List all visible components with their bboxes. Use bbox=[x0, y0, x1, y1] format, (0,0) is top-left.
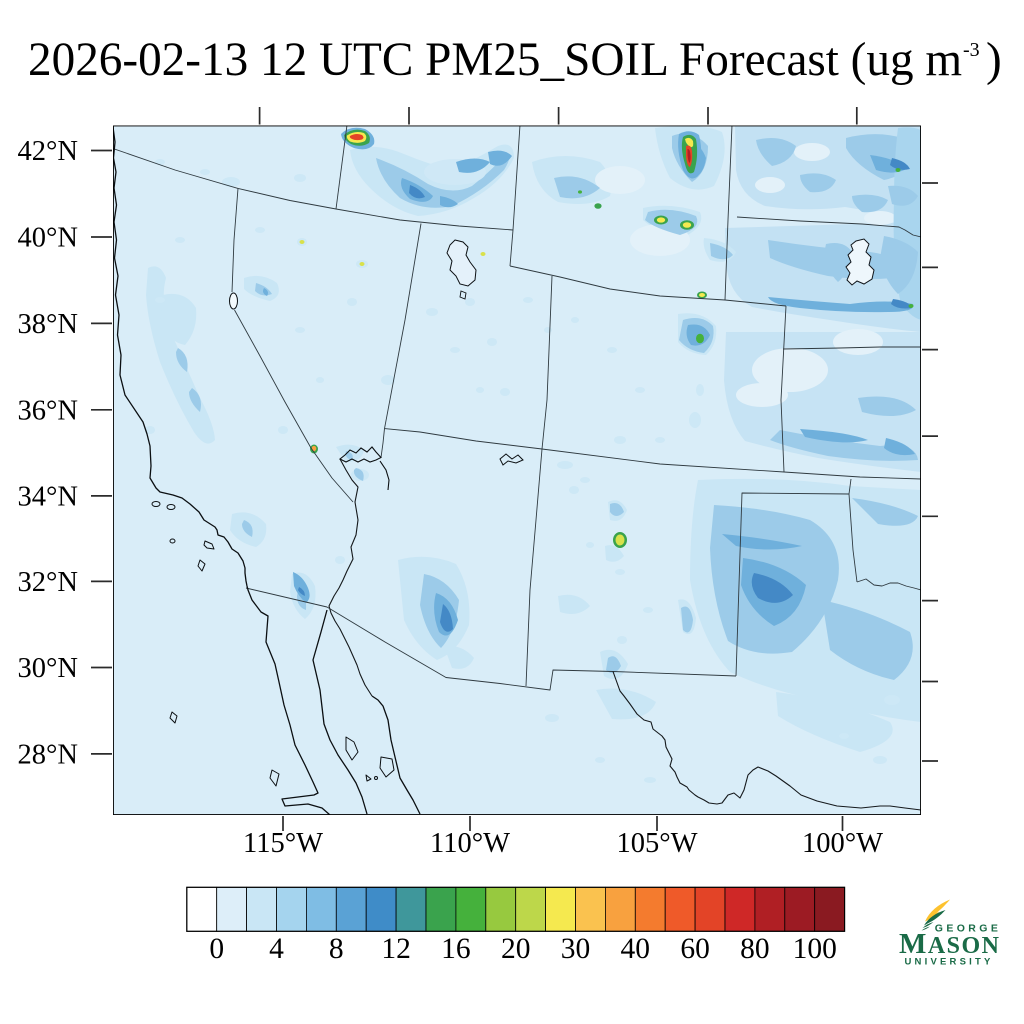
svg-text:38°N: 38°N bbox=[18, 309, 78, 340]
svg-text:32°N: 32°N bbox=[18, 567, 78, 598]
svg-text:16: 16 bbox=[441, 933, 471, 965]
svg-text:8: 8 bbox=[329, 933, 344, 965]
svg-text:34°N: 34°N bbox=[18, 481, 78, 512]
svg-text:28°N: 28°N bbox=[18, 739, 78, 770]
svg-text:20: 20 bbox=[501, 933, 531, 965]
svg-text:80: 80 bbox=[740, 933, 770, 965]
svg-text:): ) bbox=[986, 34, 1002, 86]
svg-text:0: 0 bbox=[209, 933, 224, 965]
svg-text:42°N: 42°N bbox=[18, 136, 78, 167]
svg-text:110°W: 110°W bbox=[430, 828, 510, 859]
svg-text:115°W: 115°W bbox=[243, 828, 323, 859]
svg-text:2026-02-13 12 UTC PM25_SOIL Fo: 2026-02-13 12 UTC PM25_SOIL Forecast (ug… bbox=[28, 34, 962, 86]
svg-text:GEORGE: GEORGE bbox=[935, 923, 1002, 935]
svg-text:30: 30 bbox=[561, 933, 591, 965]
svg-text:40°N: 40°N bbox=[18, 223, 78, 254]
svg-text:12: 12 bbox=[381, 933, 411, 965]
svg-text:100: 100 bbox=[793, 933, 837, 965]
svg-text:MASON: MASON bbox=[899, 928, 1000, 960]
svg-text:UNIVERSITY: UNIVERSITY bbox=[904, 957, 993, 968]
svg-text:4: 4 bbox=[269, 933, 284, 965]
svg-text:60: 60 bbox=[680, 933, 710, 965]
svg-text:105°W: 105°W bbox=[616, 828, 697, 859]
svg-text:-3: -3 bbox=[963, 39, 980, 61]
svg-text:100°W: 100°W bbox=[802, 828, 883, 859]
svg-text:40: 40 bbox=[621, 933, 651, 965]
svg-text:36°N: 36°N bbox=[18, 395, 78, 426]
svg-text:30°N: 30°N bbox=[18, 653, 78, 684]
